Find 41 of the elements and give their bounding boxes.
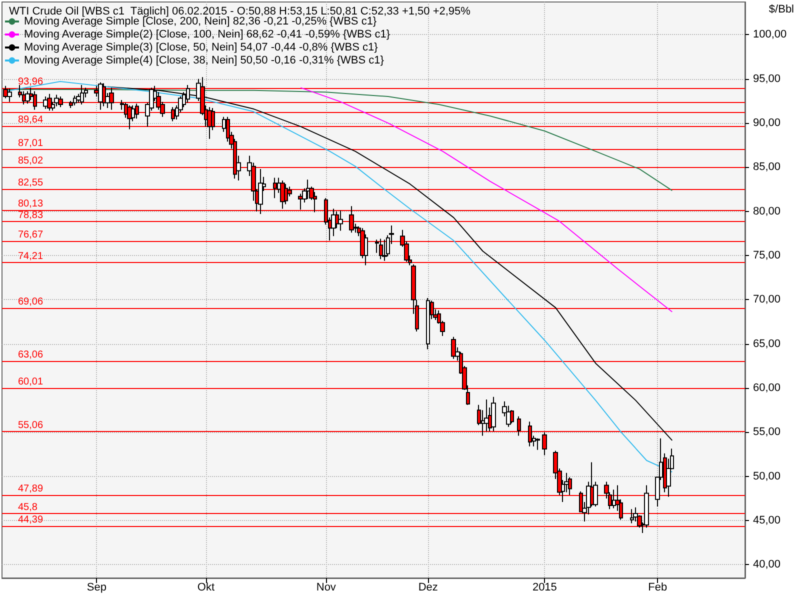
ref-line-label: 89,64 (18, 114, 44, 126)
ref-line-label: 69,06 (18, 296, 44, 308)
ref-line-label: 44,39 (18, 514, 44, 526)
y-tick-label: 90,00 (753, 117, 781, 130)
legend-label: Moving Average Simple(4) [Close, 38, Nein] 50,50 -0,16 -0,31% {WBS c1} (24, 54, 384, 66)
y-tick-label: 65,00 (753, 338, 781, 350)
chart-title: WTI Crude Oil [WBS c1 Täglich] 06.02.2015 - O:50,88 H:53,15 L:50,81 C:52,33 +1,50 +2,95% (9, 6, 471, 18)
legend-label: Moving Average Simple(2) [Close, 100, Nein] 68,62 -0,41 -0,59% {WBS c1} (24, 28, 390, 40)
ref-line-label: 80,13 (18, 198, 44, 210)
y-tick-label: 40,00 (753, 558, 781, 571)
y-tick-label: 55,00 (753, 426, 781, 438)
y-tick-label: 85,00 (753, 161, 781, 174)
ref-line-label: 85,02 (18, 156, 44, 167)
legend-label: Moving Average Simple [Close, 200, Nein] 82,36 -0,21 -0,25% {WBS c1} (24, 16, 377, 28)
ref-line-label: 74,21 (18, 251, 44, 262)
ref-line-label: 93,96 (18, 76, 44, 88)
ref-line-label: 45,8 (18, 502, 38, 514)
ref-line-label: 63,06 (18, 350, 44, 361)
x-tick-label: Feb (648, 582, 668, 594)
y-tick-label: 80,00 (753, 205, 781, 218)
ref-line-label: 78,83 (18, 210, 44, 222)
y-tick-label: 70,00 (753, 294, 781, 306)
legend-label: Moving Average Simple(3) [Close, 50, Nein] 54,07 -0,44 -0,8% {WBS c1} (24, 42, 378, 54)
ref-line-label: 60,01 (18, 376, 44, 388)
y-tick-label: 60,00 (753, 382, 781, 394)
y-tick-label: 100,00 (753, 28, 787, 41)
x-tick-label: Nov (316, 582, 336, 594)
ref-line-label: 47,89 (18, 484, 44, 495)
y-tick-label: 45,00 (753, 514, 781, 527)
y-tick-label: 75,00 (753, 250, 781, 262)
x-tick-label: Dez (418, 582, 438, 594)
y-axis-title: $/Bbl (768, 4, 794, 16)
ref-line-label: 76,67 (18, 229, 44, 240)
y-tick-label: 50,00 (753, 470, 781, 482)
y-tick-label: 95,00 (753, 72, 781, 85)
ref-line-label: 82,55 (18, 177, 44, 188)
x-tick-label: Sep (86, 582, 106, 594)
x-tick-label: 2015 (532, 582, 557, 594)
ref-line-label: 87,01 (18, 138, 44, 149)
ref-line-label: 55,06 (18, 420, 44, 432)
x-tick-label: Okt (197, 582, 215, 594)
